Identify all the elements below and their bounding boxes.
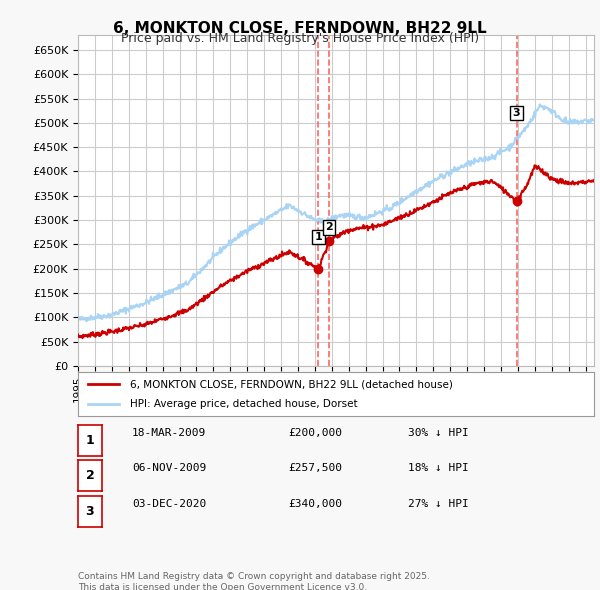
Text: 06-NOV-2009: 06-NOV-2009 <box>132 464 206 473</box>
Text: 18-MAR-2009: 18-MAR-2009 <box>132 428 206 438</box>
Text: 3: 3 <box>86 504 94 518</box>
Text: £340,000: £340,000 <box>288 499 342 509</box>
Text: HPI: Average price, detached house, Dorset: HPI: Average price, detached house, Dors… <box>130 399 357 408</box>
Text: 2: 2 <box>86 469 94 483</box>
Text: 3: 3 <box>513 108 520 118</box>
Text: Contains HM Land Registry data © Crown copyright and database right 2025.
This d: Contains HM Land Registry data © Crown c… <box>78 572 430 590</box>
Text: 27% ↓ HPI: 27% ↓ HPI <box>408 499 469 509</box>
Text: 6, MONKTON CLOSE, FERNDOWN, BH22 9LL: 6, MONKTON CLOSE, FERNDOWN, BH22 9LL <box>113 21 487 35</box>
Text: 1: 1 <box>314 232 322 242</box>
Text: £200,000: £200,000 <box>288 428 342 438</box>
Text: 1: 1 <box>86 434 94 447</box>
Text: 18% ↓ HPI: 18% ↓ HPI <box>408 464 469 473</box>
Text: £257,500: £257,500 <box>288 464 342 473</box>
Text: Price paid vs. HM Land Registry's House Price Index (HPI): Price paid vs. HM Land Registry's House … <box>121 32 479 45</box>
Text: 6, MONKTON CLOSE, FERNDOWN, BH22 9LL (detached house): 6, MONKTON CLOSE, FERNDOWN, BH22 9LL (de… <box>130 379 452 389</box>
Text: 03-DEC-2020: 03-DEC-2020 <box>132 499 206 509</box>
Text: 2: 2 <box>325 222 333 232</box>
Text: 30% ↓ HPI: 30% ↓ HPI <box>408 428 469 438</box>
